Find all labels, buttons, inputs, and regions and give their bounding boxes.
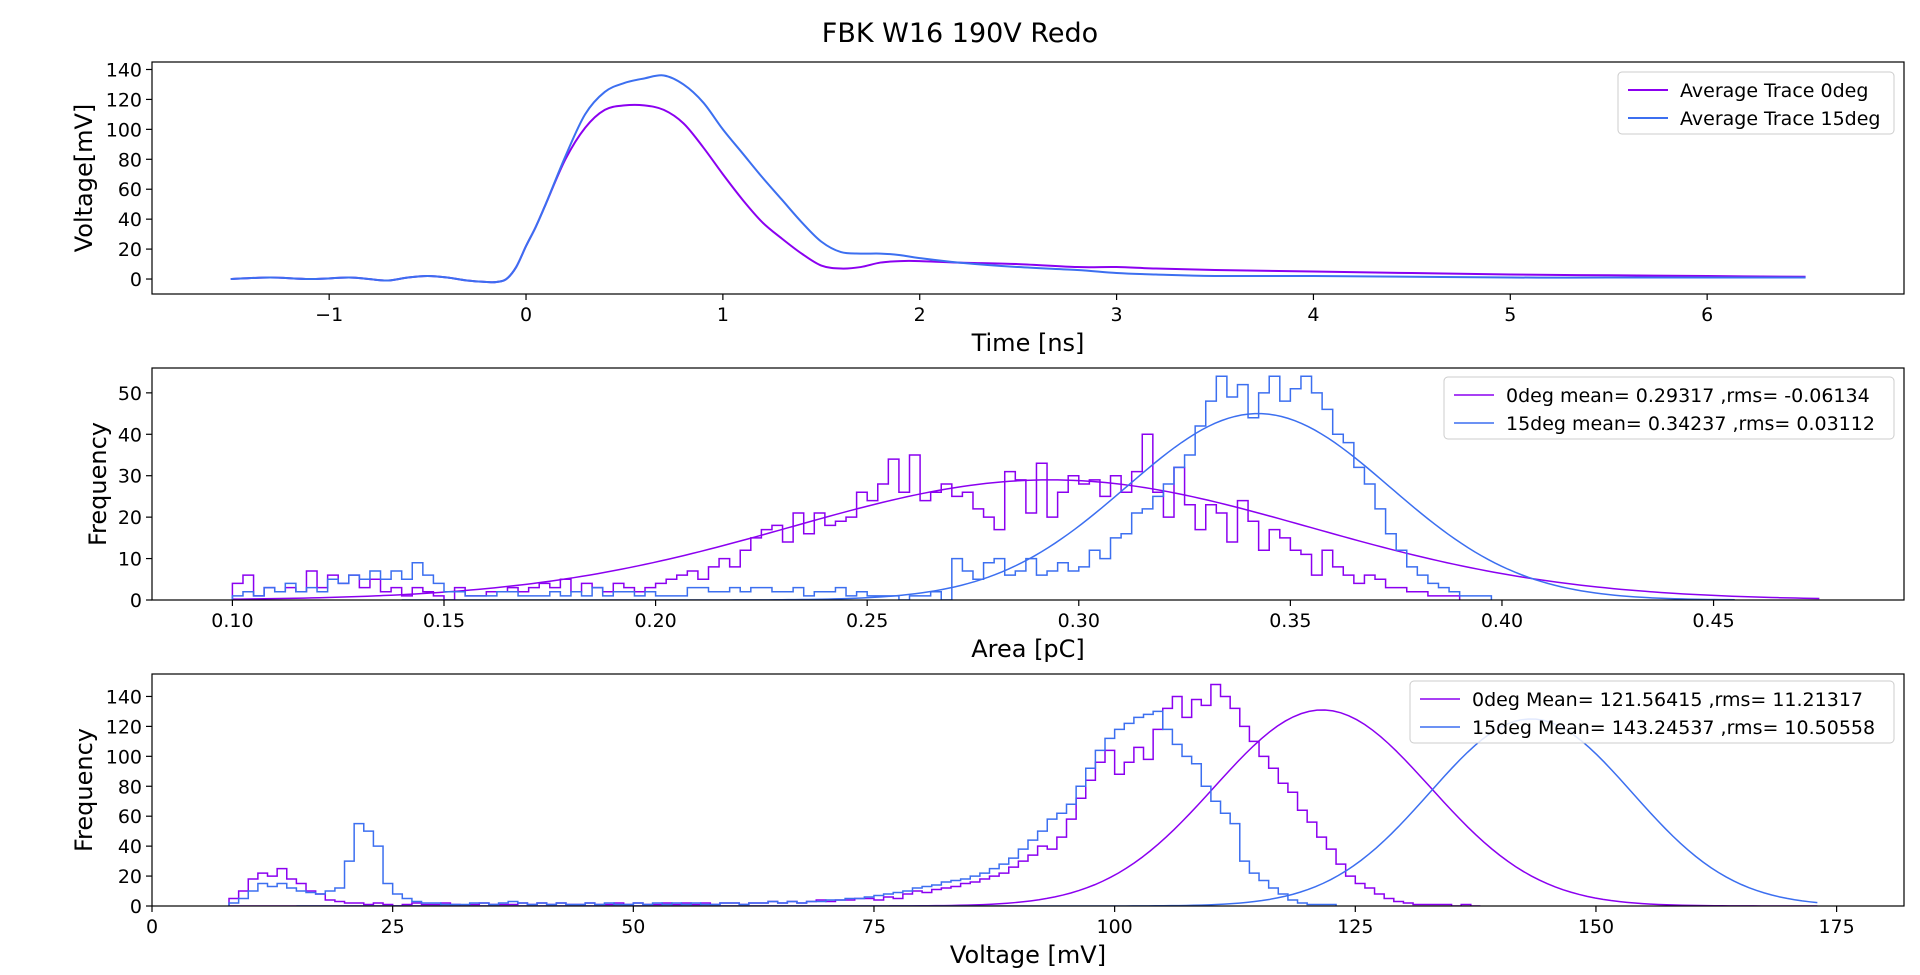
y-axis-label: Frequency bbox=[70, 728, 98, 852]
y-tick-label: 60 bbox=[118, 179, 142, 201]
y-tick-label: 0 bbox=[130, 269, 142, 291]
y-tick-label: 10 bbox=[118, 549, 142, 571]
y-tick-label: 100 bbox=[106, 119, 142, 141]
legend: 0deg Mean= 121.56415 ,rms= 11.21317 15deg… bbox=[1409, 680, 1895, 744]
y-tick-label: 20 bbox=[118, 239, 142, 261]
x-tick-label: 75 bbox=[862, 916, 886, 938]
y-tick-label: 120 bbox=[106, 716, 142, 738]
y-tick-label: 120 bbox=[106, 89, 142, 111]
x-tick-label: 0.25 bbox=[846, 610, 888, 632]
x-tick-label: 6 bbox=[1701, 304, 1713, 326]
y-tick-label: 30 bbox=[118, 466, 142, 488]
figure-title: FBK W16 190V Redo bbox=[822, 18, 1098, 49]
chart-panel-3: 0 25 50 75 100 125 150 175 0 20 40 60 80 100 120 140 Vol… bbox=[70, 673, 1905, 969]
x-axis-label: Area [pC] bbox=[971, 635, 1085, 663]
legend-entry: Average Trace 15deg bbox=[1680, 108, 1881, 130]
x-tick-label: 0.40 bbox=[1481, 610, 1523, 632]
y-tick-label: 80 bbox=[118, 776, 142, 798]
series-line-15deg bbox=[230, 74, 1806, 284]
legend-box bbox=[1443, 376, 1895, 440]
axes-frame bbox=[151, 367, 1905, 601]
y-tick-label: 60 bbox=[118, 806, 142, 828]
legend-entry: 0deg Mean= 121.56415 ,rms= 11.21317 bbox=[1472, 689, 1863, 711]
plot-area bbox=[231, 375, 1820, 600]
x-tick-label: 0.35 bbox=[1269, 610, 1311, 632]
y-tick-label: 0 bbox=[130, 896, 142, 918]
x-tick-label: −1 bbox=[315, 304, 343, 326]
legend-box bbox=[1409, 680, 1895, 744]
fit-curve-0deg bbox=[229, 709, 1818, 906]
y-tick-label: 140 bbox=[106, 59, 142, 81]
histogram-0deg bbox=[228, 683, 1481, 906]
fit-curve-0deg bbox=[232, 479, 1820, 600]
x-tick-label: 0.45 bbox=[1692, 610, 1734, 632]
x-tick-label: 125 bbox=[1337, 916, 1373, 938]
x-tick-label: 150 bbox=[1578, 916, 1614, 938]
axes-frame bbox=[151, 673, 1905, 907]
x-tick-label: 2 bbox=[914, 304, 926, 326]
y-tick-label: 100 bbox=[106, 746, 142, 768]
x-axis-label: Time [ns] bbox=[971, 329, 1085, 357]
x-tick-label: 175 bbox=[1818, 916, 1854, 938]
x-tick-label: 3 bbox=[1111, 304, 1123, 326]
x-tick-label: 5 bbox=[1504, 304, 1516, 326]
x-tick-label: 100 bbox=[1097, 916, 1133, 938]
axes-frame bbox=[151, 61, 1905, 295]
y-tick-label: 40 bbox=[118, 209, 142, 231]
y-tick-label: 0 bbox=[130, 590, 142, 612]
chart-panel-2: 0.10 0.15 0.20 0.25 0.30 0.35 0.40 0.45 0 10 20 30 4… bbox=[84, 367, 1905, 663]
legend-entry: Average Trace 0deg bbox=[1680, 80, 1868, 102]
series-line-0deg bbox=[230, 103, 1806, 284]
legend: Average Trace 0deg Average Trace 15deg bbox=[1617, 71, 1895, 135]
y-tick-label: 20 bbox=[118, 866, 142, 888]
y-tick-label: 140 bbox=[106, 686, 142, 708]
y-axis-label: Voltage[mV] bbox=[70, 104, 98, 253]
y-tick-label: 40 bbox=[118, 836, 142, 858]
histogram-0deg bbox=[231, 433, 1461, 600]
plot-area bbox=[230, 74, 1806, 284]
y-tick-label: 20 bbox=[118, 507, 142, 529]
legend-entry: 15deg mean= 0.34237 ,rms= 0.03112 bbox=[1506, 413, 1875, 435]
y-axis-label: Frequency bbox=[84, 422, 112, 546]
x-tick-label: 0 bbox=[520, 304, 532, 326]
x-tick-label: 0.15 bbox=[423, 610, 465, 632]
legend-entry: 0deg mean= 0.29317 ,rms= -0.06134 bbox=[1506, 385, 1870, 407]
y-tick-label: 80 bbox=[118, 149, 142, 171]
x-tick-label: 50 bbox=[621, 916, 645, 938]
x-tick-label: 0.20 bbox=[634, 610, 676, 632]
legend-entry: 15deg Mean= 143.24537 ,rms= 10.50558 bbox=[1472, 717, 1875, 739]
legend-box bbox=[1617, 71, 1895, 135]
histogram-15deg bbox=[228, 710, 1337, 906]
y-tick-label: 40 bbox=[118, 424, 142, 446]
y-tick-label: 50 bbox=[118, 383, 142, 405]
x-tick-label: 1 bbox=[717, 304, 729, 326]
x-tick-label: 4 bbox=[1307, 304, 1319, 326]
x-tick-label: 0.10 bbox=[211, 610, 253, 632]
x-tick-label: 0 bbox=[146, 916, 158, 938]
legend: 0deg mean= 0.29317 ,rms= -0.06134 15deg m… bbox=[1443, 376, 1895, 440]
x-tick-label: 0.30 bbox=[1058, 610, 1100, 632]
histogram-15deg bbox=[231, 375, 1493, 600]
fit-curve-15deg bbox=[401, 412, 1735, 600]
x-axis-label: Voltage [mV] bbox=[950, 941, 1106, 969]
x-tick-label: 25 bbox=[381, 916, 405, 938]
